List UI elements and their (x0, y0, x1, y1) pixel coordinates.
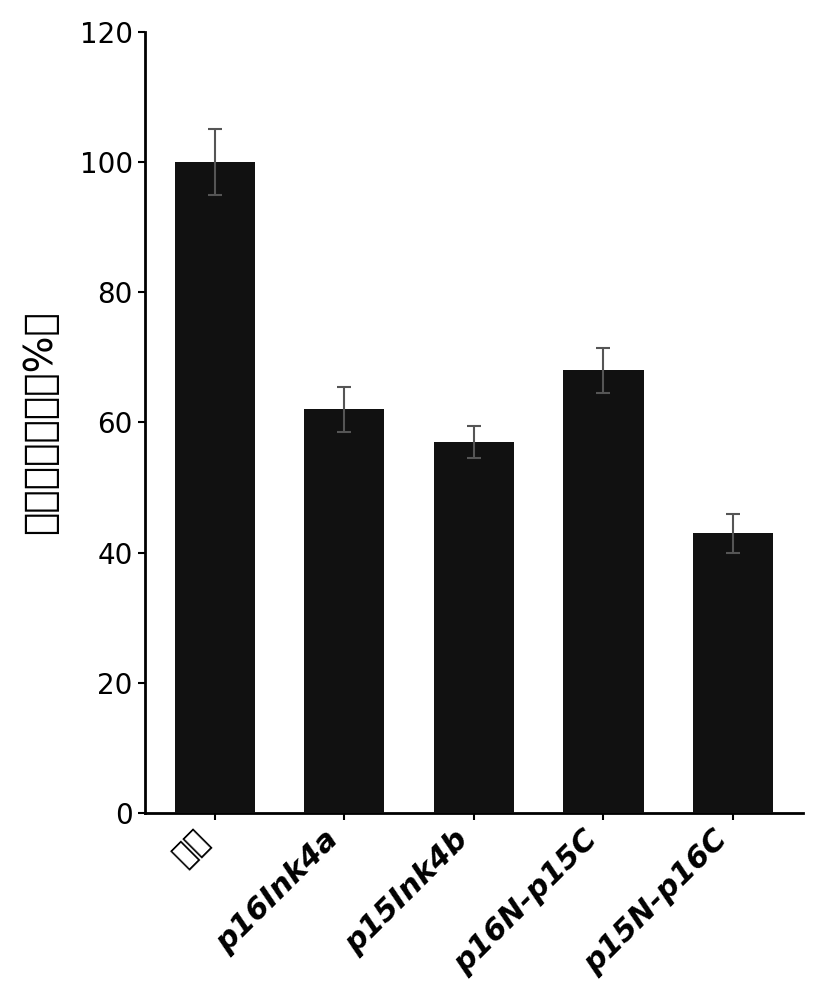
Bar (433, 442, 514, 813)
Bar (693, 533, 773, 813)
Bar (564, 370, 644, 813)
Bar (175, 162, 255, 813)
Y-axis label: 相对细胞活力（%）: 相对细胞活力（%） (21, 310, 59, 534)
Bar (304, 409, 385, 813)
